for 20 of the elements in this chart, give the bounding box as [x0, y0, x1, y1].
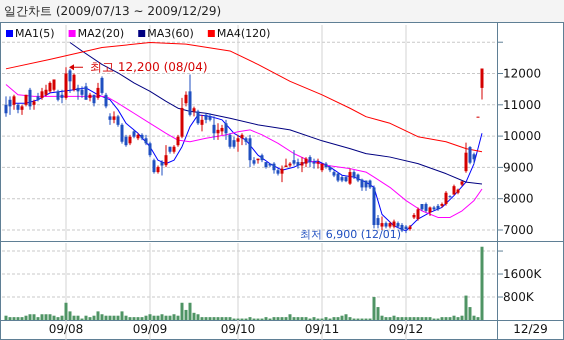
legend: MA3(60) [147, 27, 194, 40]
legend: MA2(20) [78, 27, 124, 40]
ytick: 800K [503, 290, 534, 304]
title: 일간차트 (2009/07/13 ~ 2009/12/29) [4, 4, 222, 18]
legend: MA4(120) [216, 27, 270, 40]
ytick: 8000 [503, 192, 534, 206]
annotation: 최저 6,900 (12/01) [300, 228, 401, 241]
xtick: 09/10 [220, 322, 256, 336]
ytick: 11000 [503, 98, 542, 112]
ytick: 7000 [503, 222, 534, 237]
xtick: 09/11 [304, 322, 340, 336]
ytick: 12000 [503, 66, 542, 80]
ytick: 9000 [503, 160, 534, 174]
ytick: 1600K [503, 267, 542, 282]
xtick: 09/08 [48, 322, 84, 336]
xtick: 09/12 [388, 322, 424, 336]
annotation: 12/29 [513, 322, 548, 336]
legend: MA1(5) [15, 27, 55, 40]
xtick: 09/09 [132, 322, 168, 336]
ytick: 10000 [503, 129, 542, 144]
